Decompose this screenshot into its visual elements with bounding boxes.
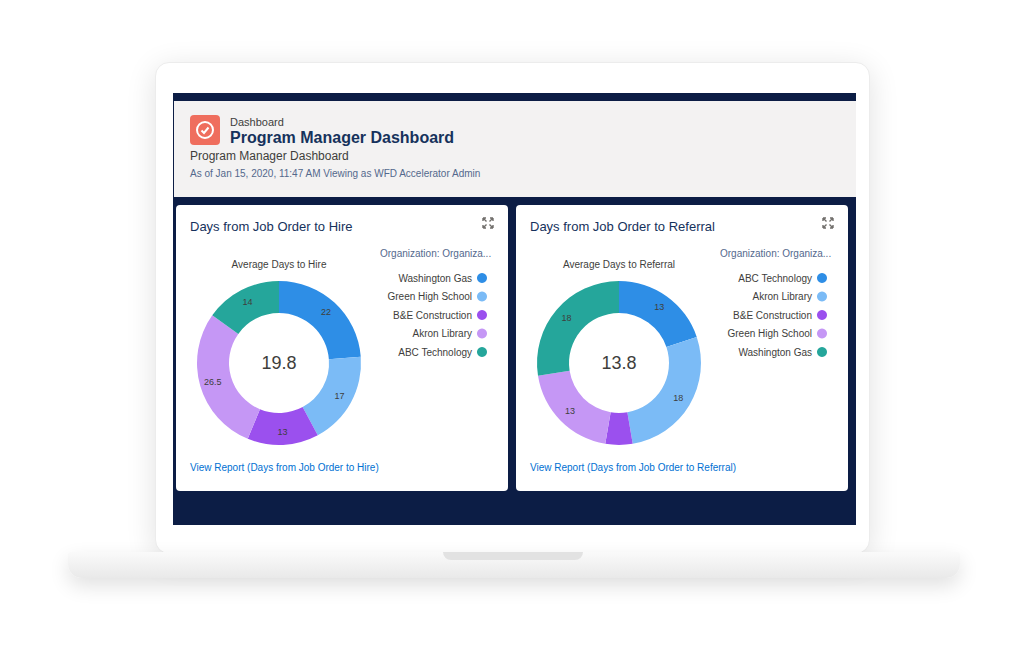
svg-text:ABC Technology: ABC Technology (398, 347, 472, 358)
svg-text:14: 14 (242, 297, 252, 307)
svg-text:B&E Construction: B&E Construction (393, 310, 472, 321)
svg-text:Green High School: Green High School (728, 328, 813, 339)
svg-text:18: 18 (562, 313, 572, 323)
svg-text:13: 13 (565, 406, 575, 416)
svg-text:Akron Library: Akron Library (753, 291, 812, 302)
html-text:Days from Job Order to Hire: Days from Job Order to Hire (190, 219, 353, 234)
svg-text:ABC Technology: ABC Technology (738, 273, 812, 284)
svg-text:19.8: 19.8 (261, 353, 296, 373)
svg-text:13: 13 (278, 427, 288, 437)
html-text:Dashboard: Dashboard (230, 116, 284, 128)
html-text:As of Jan 15, 2020, 11:47 AM V: As of Jan 15, 2020, 11:47 AM Viewing as … (190, 168, 481, 179)
svg-text:Washington Gas: Washington Gas (738, 347, 812, 358)
html-text:Program Manager Dashboard: Program Manager Dashboard (230, 129, 455, 146)
svg-text:26.5: 26.5 (204, 377, 222, 387)
svg-text:Washington Gas: Washington Gas (398, 273, 472, 284)
html-text:Program Manager Dashboard: Program Manager Dashboard (190, 149, 349, 163)
html-text:View Report (Days from Job Ord: View Report (Days from Job Order to Hire… (190, 462, 379, 473)
svg-text:Organization: Organiza...: Organization: Organiza... (720, 248, 831, 259)
html-text:View Report (Days from Job Ord: View Report (Days from Job Order to Refe… (530, 462, 736, 473)
svg-text:18: 18 (673, 393, 683, 403)
svg-text:13.8: 13.8 (601, 353, 636, 373)
svg-text:Average Days to Referral: Average Days to Referral (563, 259, 675, 270)
svg-text:Akron Library: Akron Library (413, 328, 472, 339)
svg-text:B&E Construction: B&E Construction (733, 310, 812, 321)
svg-text:Green High School: Green High School (388, 291, 473, 302)
svg-text:13: 13 (654, 302, 664, 312)
svg-text:22: 22 (321, 307, 331, 317)
svg-text:Organization: Organiza...: Organization: Organiza... (380, 248, 491, 259)
html-text:Days from Job Order to Referra: Days from Job Order to Referral (530, 219, 715, 234)
svg-text:Average Days to Hire: Average Days to Hire (232, 259, 327, 270)
svg-text:17: 17 (335, 391, 345, 401)
